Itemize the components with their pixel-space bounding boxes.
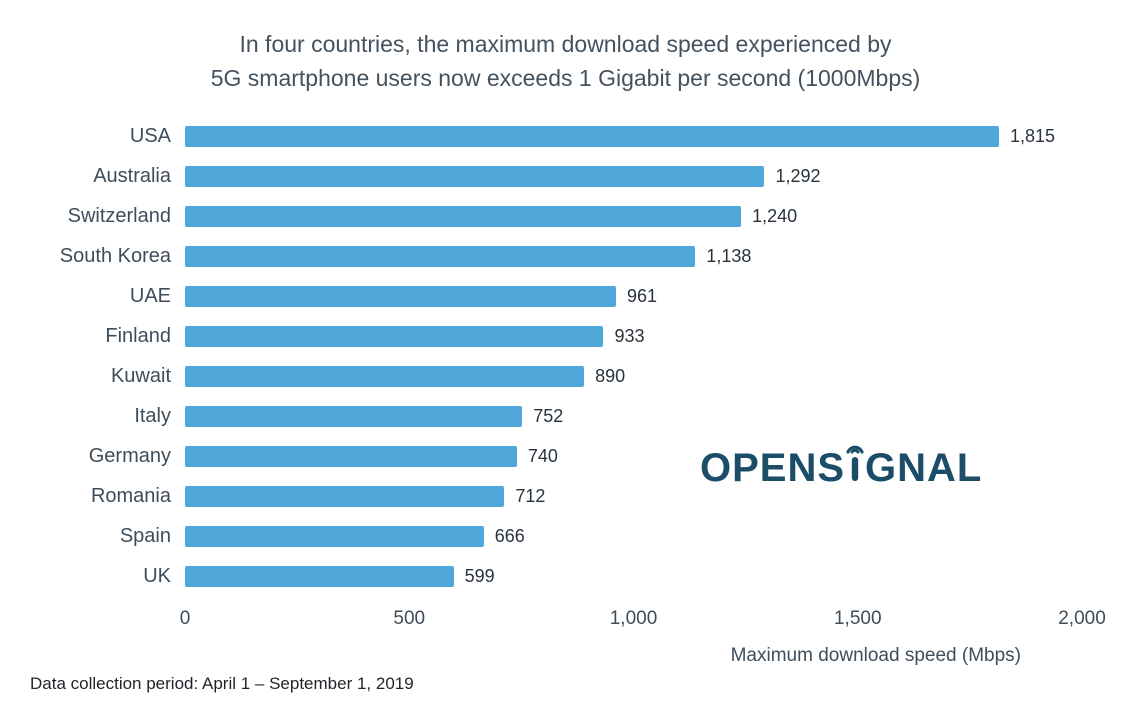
value-label: 1,815 [1010,125,1056,146]
bar-row: Spain 666 [120,516,1082,556]
value-label: 933 [614,325,645,346]
bar [185,565,454,587]
bar [185,285,616,307]
logo-text-left: OPENS [700,446,846,490]
bar-track: 1,815 [185,125,1082,147]
x-axis-tick: 0 [179,608,191,629]
bar-track: 712 [185,485,1082,507]
bar-track: 933 [185,325,1082,347]
bar-row: Germany 740 [89,436,1082,476]
value-label: 666 [494,525,525,546]
country-label: Germany [88,444,171,467]
country-label: Kuwait [110,364,171,387]
bar-track: 752 [185,405,1082,427]
bar [185,165,765,187]
value-label: 1,138 [706,245,752,266]
bar-track: 890 [185,365,1082,387]
bar-track: 961 [185,285,1082,307]
bar-track: 740 [185,445,1082,467]
bar-row: Romania 712 [91,476,1082,516]
bar-track: 1,138 [185,245,1082,267]
country-label: Australia [93,164,171,187]
x-axis-tick: 2,000 [1058,608,1106,629]
bar [185,325,604,347]
bar [185,365,585,387]
value-label: 752 [533,405,564,426]
logo-signal-i-icon [845,445,865,490]
bar [185,525,484,547]
bar-row: Australia 1,292 [93,156,1082,196]
bar-rows: USA 1,815 Australia 1,292 Switzerland 1,… [60,116,1082,596]
bar-chart: USA 1,815 Australia 1,292 Switzerland 1,… [60,116,1082,596]
x-axis-tick: 500 [393,608,426,629]
country-label: South Korea [59,244,171,267]
bar-track: 1,292 [185,165,1082,187]
bar-track: 599 [185,565,1082,587]
bar-row: Italy 752 [134,396,1082,436]
bar-track: 1,240 [185,205,1082,227]
bar-row: USA 1,815 [130,116,1082,156]
value-label: 599 [464,565,495,586]
bar [185,445,517,467]
bar-row: South Korea 1,138 [60,236,1082,276]
country-label: UK [143,564,171,587]
x-axis-label: Maximum download speed (Mbps) [730,645,1021,666]
x-axis-tick: 1,000 [609,608,658,629]
chart-title-line-1: In four countries, the maximum download … [239,31,892,57]
value-label: 890 [595,365,626,386]
bar-track: 666 [185,525,1082,547]
bar-row: UK 599 [143,556,1082,596]
bar [185,405,523,427]
bar-row: UAE 961 [130,276,1082,316]
bar [185,125,1000,147]
chart-title: In four countries, the maximum download … [0,27,1131,95]
bar-row: Kuwait 890 [111,356,1082,396]
x-axis-tick: 1,500 [833,608,882,629]
bar [185,205,742,227]
country-label: Switzerland [67,204,171,227]
country-label: USA [129,124,171,147]
logo-text-right: GNAL [865,446,983,490]
country-label: Romania [90,484,171,507]
country-label: Finland [105,324,171,347]
bar-row: Switzerland 1,240 [68,196,1082,236]
bar [185,245,696,267]
chart-title-line-2: 5G smartphone users now exceeds 1 Gigabi… [210,65,921,91]
bar [185,485,505,507]
opensignal-logo: OPENS GNAL [700,437,982,491]
country-label: UAE [129,284,171,307]
data-collection-note: Data collection period: April 1 – Septem… [30,674,414,693]
country-label: Spain [119,524,171,547]
value-label: 1,292 [775,165,821,186]
bar-row: Finland 933 [105,316,1082,356]
x-axis-ticks: 0 500 1,000 1,500 2,000 [180,608,1106,634]
value-label: 1,240 [752,205,798,226]
value-label: 961 [627,285,658,306]
country-label: Italy [134,404,171,427]
value-label: 740 [527,445,558,466]
value-label: 712 [515,485,546,506]
